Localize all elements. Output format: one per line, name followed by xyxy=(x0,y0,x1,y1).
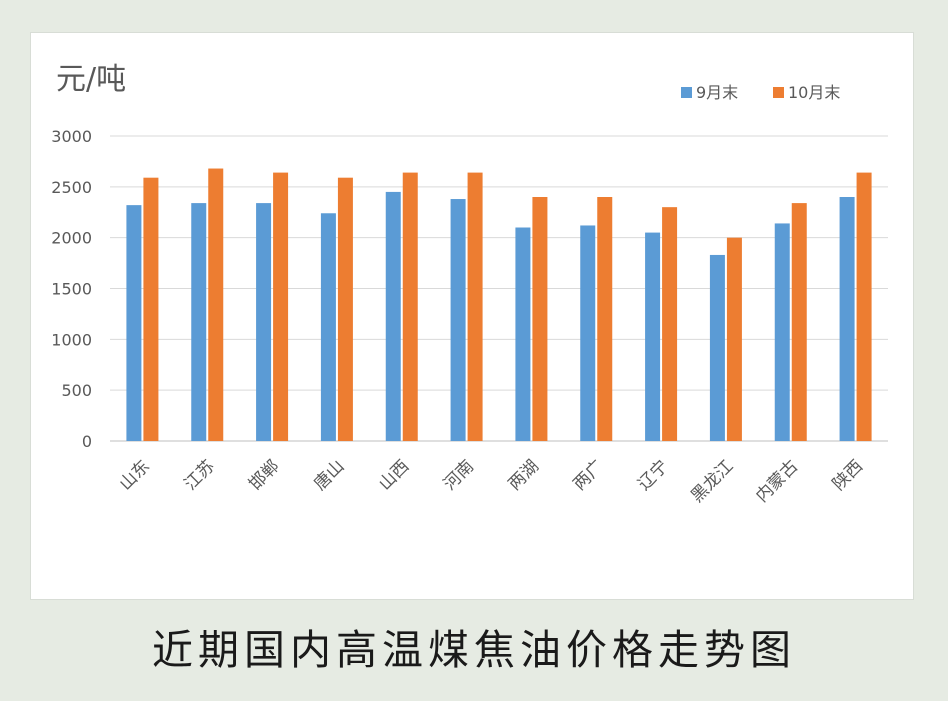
figure-caption: 近期国内高温煤焦油价格走势图 xyxy=(152,626,796,674)
x-axis-ticks: 山东 江苏 邯郸 唐山 山西 河南 两湖 两广 辽宁 黑龙江 内蒙古 陕西 xyxy=(116,456,867,507)
y-tick-label: 0 xyxy=(82,432,92,451)
bars xyxy=(126,168,872,442)
bar xyxy=(645,232,661,441)
x-tick-label: 河南 xyxy=(440,456,478,494)
bar xyxy=(191,203,207,441)
bar xyxy=(256,203,272,441)
bar xyxy=(791,203,807,441)
legend: 9月末 10月末 xyxy=(681,83,840,102)
x-tick-label: 邯郸 xyxy=(245,456,283,494)
bar xyxy=(450,199,466,441)
x-tick-label: 内蒙古 xyxy=(752,456,802,506)
y-axis-unit-label: 元/吨 xyxy=(56,62,126,97)
y-tick-label: 500 xyxy=(61,381,92,400)
y-tick-label: 2000 xyxy=(51,229,92,248)
bar xyxy=(709,254,725,441)
legend-swatch xyxy=(681,87,692,98)
x-tick-label: 山东 xyxy=(116,456,154,494)
bar xyxy=(515,227,531,441)
x-tick-label: 辽宁 xyxy=(634,456,672,494)
y-tick-label: 3000 xyxy=(51,127,92,146)
bar xyxy=(532,197,548,441)
x-tick-label: 陕西 xyxy=(829,456,867,494)
y-tick-label: 2500 xyxy=(51,178,92,197)
bar xyxy=(385,191,401,441)
bar xyxy=(337,177,353,441)
bar xyxy=(774,223,790,441)
bar xyxy=(580,225,596,441)
bar xyxy=(320,213,336,441)
legend-swatch xyxy=(773,87,784,98)
y-tick-label: 1500 xyxy=(51,280,92,299)
bar xyxy=(839,197,855,441)
y-tick-label: 1000 xyxy=(51,330,92,349)
x-tick-label: 唐山 xyxy=(310,456,349,495)
gridlines xyxy=(110,135,888,442)
x-tick-label: 两广 xyxy=(570,456,608,494)
bar xyxy=(597,197,613,441)
x-tick-label: 山西 xyxy=(375,456,413,494)
bar xyxy=(467,172,483,441)
bar xyxy=(726,237,742,441)
legend-label: 10月末 xyxy=(788,83,840,102)
bar-chart: 元/吨 0 500 1000 1500 2000 2500 3000 山东 江苏 邯郸 唐山 山西河… xyxy=(51,62,888,507)
bar xyxy=(662,207,678,441)
bar xyxy=(126,205,142,441)
bar xyxy=(143,177,159,441)
bar xyxy=(402,172,418,441)
bar xyxy=(208,168,224,442)
x-tick-label: 黑龙江 xyxy=(687,456,737,506)
x-tick-label: 江苏 xyxy=(181,456,219,494)
x-tick-label: 两湖 xyxy=(505,456,543,494)
y-axis-ticks: 0 500 1000 1500 2000 2500 3000 xyxy=(51,127,92,451)
bar xyxy=(856,172,872,441)
bar xyxy=(273,172,289,441)
legend-label: 9月末 xyxy=(696,83,738,102)
